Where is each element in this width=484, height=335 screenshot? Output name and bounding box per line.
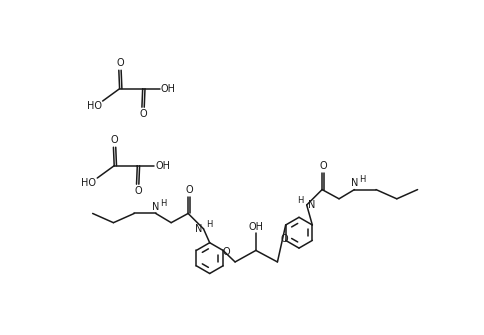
Text: O: O	[318, 161, 326, 171]
Text: HO: HO	[87, 100, 102, 111]
Text: H: H	[160, 199, 166, 208]
Text: OH: OH	[248, 221, 263, 231]
Text: O: O	[280, 234, 288, 244]
Text: H: H	[358, 175, 364, 184]
Text: H: H	[206, 220, 212, 229]
Text: O: O	[222, 247, 229, 257]
Text: N: N	[308, 200, 315, 210]
Text: O: O	[110, 135, 118, 145]
Text: O: O	[139, 109, 147, 119]
Text: H: H	[297, 196, 303, 205]
Text: OH: OH	[160, 84, 175, 94]
Text: O: O	[185, 185, 192, 195]
Text: N: N	[350, 179, 357, 188]
Text: O: O	[134, 186, 142, 196]
Text: N: N	[194, 224, 201, 234]
Text: N: N	[152, 202, 159, 212]
Text: HO: HO	[81, 178, 96, 188]
Text: OH: OH	[155, 161, 170, 171]
Text: O: O	[116, 58, 123, 68]
